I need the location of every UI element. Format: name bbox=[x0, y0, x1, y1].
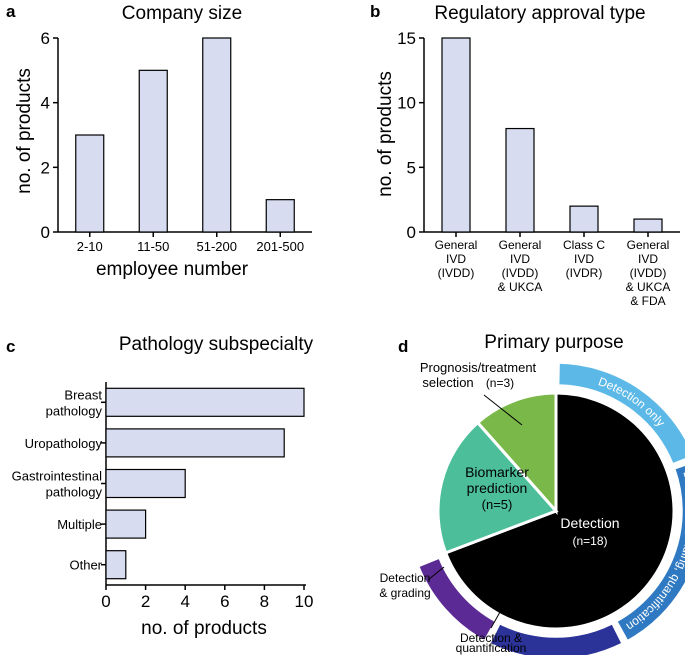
y-tick-label: Gastrointestinal bbox=[12, 469, 102, 484]
bar-0 bbox=[441, 37, 471, 233]
pie-label-biomarker: prediction bbox=[467, 480, 528, 496]
x-tick-label: 0 bbox=[101, 592, 110, 611]
y-tick-label: 15 bbox=[397, 29, 416, 48]
bar-3 bbox=[633, 218, 663, 233]
x-tick-label: 4 bbox=[180, 592, 189, 611]
y-tick-label: pathology bbox=[46, 485, 103, 500]
x-tick-label: (IVDD) bbox=[630, 266, 667, 280]
x-tick-label: IVD bbox=[574, 252, 594, 266]
x-tick-label: (IVDD) bbox=[502, 266, 539, 280]
x-tick-label: & UKCA bbox=[626, 280, 671, 294]
y-axis-label: no. of products bbox=[14, 68, 35, 194]
leader-line bbox=[483, 394, 523, 426]
pie-label-prognosis: Prognosis/treatment bbox=[420, 360, 537, 375]
y-tick-label: 2 bbox=[41, 158, 50, 177]
x-tick-label: IVD bbox=[638, 252, 658, 266]
bar-0 bbox=[105, 387, 305, 417]
y-tick-label: Breast bbox=[64, 387, 102, 402]
chart-title: Pathology subspecialty bbox=[119, 334, 314, 355]
x-tick-label: IVD bbox=[446, 252, 466, 266]
x-tick-label: General bbox=[627, 238, 670, 252]
panel-letter-c: c bbox=[6, 337, 15, 356]
x-tick-label: 10 bbox=[295, 592, 314, 611]
panel-b-regulatory-approval: b Regulatory approval type no. of produc… bbox=[370, 2, 680, 308]
ring-label-3: Detection bbox=[380, 571, 431, 585]
x-tick-label: 11-50 bbox=[137, 239, 169, 254]
x-tick-label: Class C bbox=[563, 238, 605, 252]
chart-title: Primary purpose bbox=[484, 332, 623, 353]
pie-slice-1 bbox=[436, 420, 559, 555]
y-tick-label: 10 bbox=[397, 94, 416, 113]
y-tick-label: 0 bbox=[407, 223, 416, 242]
pie-slice-2 bbox=[475, 391, 558, 515]
x-tick-label: 51-200 bbox=[197, 239, 237, 254]
x-axis-label: no. of products bbox=[141, 618, 267, 639]
y-tick-label: 5 bbox=[407, 158, 416, 177]
pie-count-prognosis: (n=3) bbox=[486, 376, 514, 390]
panel-letter-b: b bbox=[370, 2, 380, 21]
bar-3 bbox=[105, 509, 147, 539]
panel-c-pathology-subspecialty: c Pathology subspecialty no. of products… bbox=[6, 334, 314, 639]
panel-a-company-size: a Company size no. of products employee … bbox=[6, 2, 312, 280]
bar-1 bbox=[505, 127, 535, 233]
x-tick-label: 201-500 bbox=[256, 239, 304, 254]
bar-201-500 bbox=[265, 199, 295, 233]
x-tick-label: General bbox=[499, 238, 542, 252]
x-tick-label: & FDA bbox=[630, 294, 665, 308]
bar-2 bbox=[569, 205, 599, 233]
pie-label-detection: Detection bbox=[560, 515, 619, 531]
bar-2-10 bbox=[75, 134, 105, 233]
y-tick-label: Uropathology bbox=[25, 436, 103, 451]
panel-letter-a: a bbox=[6, 2, 16, 21]
x-tick-label: 2-10 bbox=[77, 239, 103, 254]
y-tick-label: 0 bbox=[41, 223, 50, 242]
x-tick-label: (IVDR) bbox=[566, 266, 603, 280]
panel-letter-d: d bbox=[398, 337, 408, 356]
y-tick-label: 6 bbox=[41, 29, 50, 48]
x-tick-label: IVD bbox=[510, 252, 530, 266]
pie-count-biomarker: (n=5) bbox=[482, 497, 513, 512]
x-tick-label: General bbox=[435, 238, 478, 252]
y-tick-label: Other bbox=[69, 558, 102, 573]
ring-segment-0 bbox=[557, 362, 685, 465]
leader-line bbox=[490, 611, 501, 629]
y-tick-label: pathology bbox=[46, 403, 103, 418]
leader-line bbox=[427, 566, 445, 581]
x-tick-label: 8 bbox=[260, 592, 269, 611]
y-tick-label: 4 bbox=[41, 94, 50, 113]
ring-label-2: Detection & bbox=[460, 631, 522, 645]
pie-label-biomarker: Biomarker bbox=[465, 464, 529, 480]
chart-title: Regulatory approval type bbox=[434, 3, 645, 24]
chart-title: Company size bbox=[122, 3, 242, 24]
bar-11-50 bbox=[138, 69, 168, 233]
bar-4 bbox=[105, 550, 127, 580]
bar-1 bbox=[105, 428, 285, 458]
pie-label-prognosis: selection bbox=[422, 375, 473, 390]
ring-label-2: quantification bbox=[456, 641, 527, 655]
x-tick-label: (IVDD) bbox=[438, 266, 475, 280]
x-tick-label: 6 bbox=[220, 592, 229, 611]
ring-segment-1 bbox=[615, 464, 685, 642]
bar-2 bbox=[105, 468, 186, 499]
panel-d-primary-purpose: d Primary purpose Detection onlyDetectio… bbox=[379, 332, 685, 655]
y-axis-label: no. of products bbox=[375, 71, 396, 197]
pie-slice-0 bbox=[443, 391, 676, 631]
bar-51-200 bbox=[202, 37, 232, 233]
pie-count-detection: (n=18) bbox=[572, 534, 607, 548]
x-tick-label: 2 bbox=[141, 592, 150, 611]
ring-segment-3 bbox=[417, 557, 497, 642]
ring-segment-2 bbox=[488, 622, 624, 655]
x-tick-label: & UKCA bbox=[498, 280, 543, 294]
y-tick-label: Multiple bbox=[57, 517, 102, 532]
x-axis-label: employee number bbox=[96, 259, 249, 280]
ring-label-3: & grading bbox=[379, 586, 430, 600]
